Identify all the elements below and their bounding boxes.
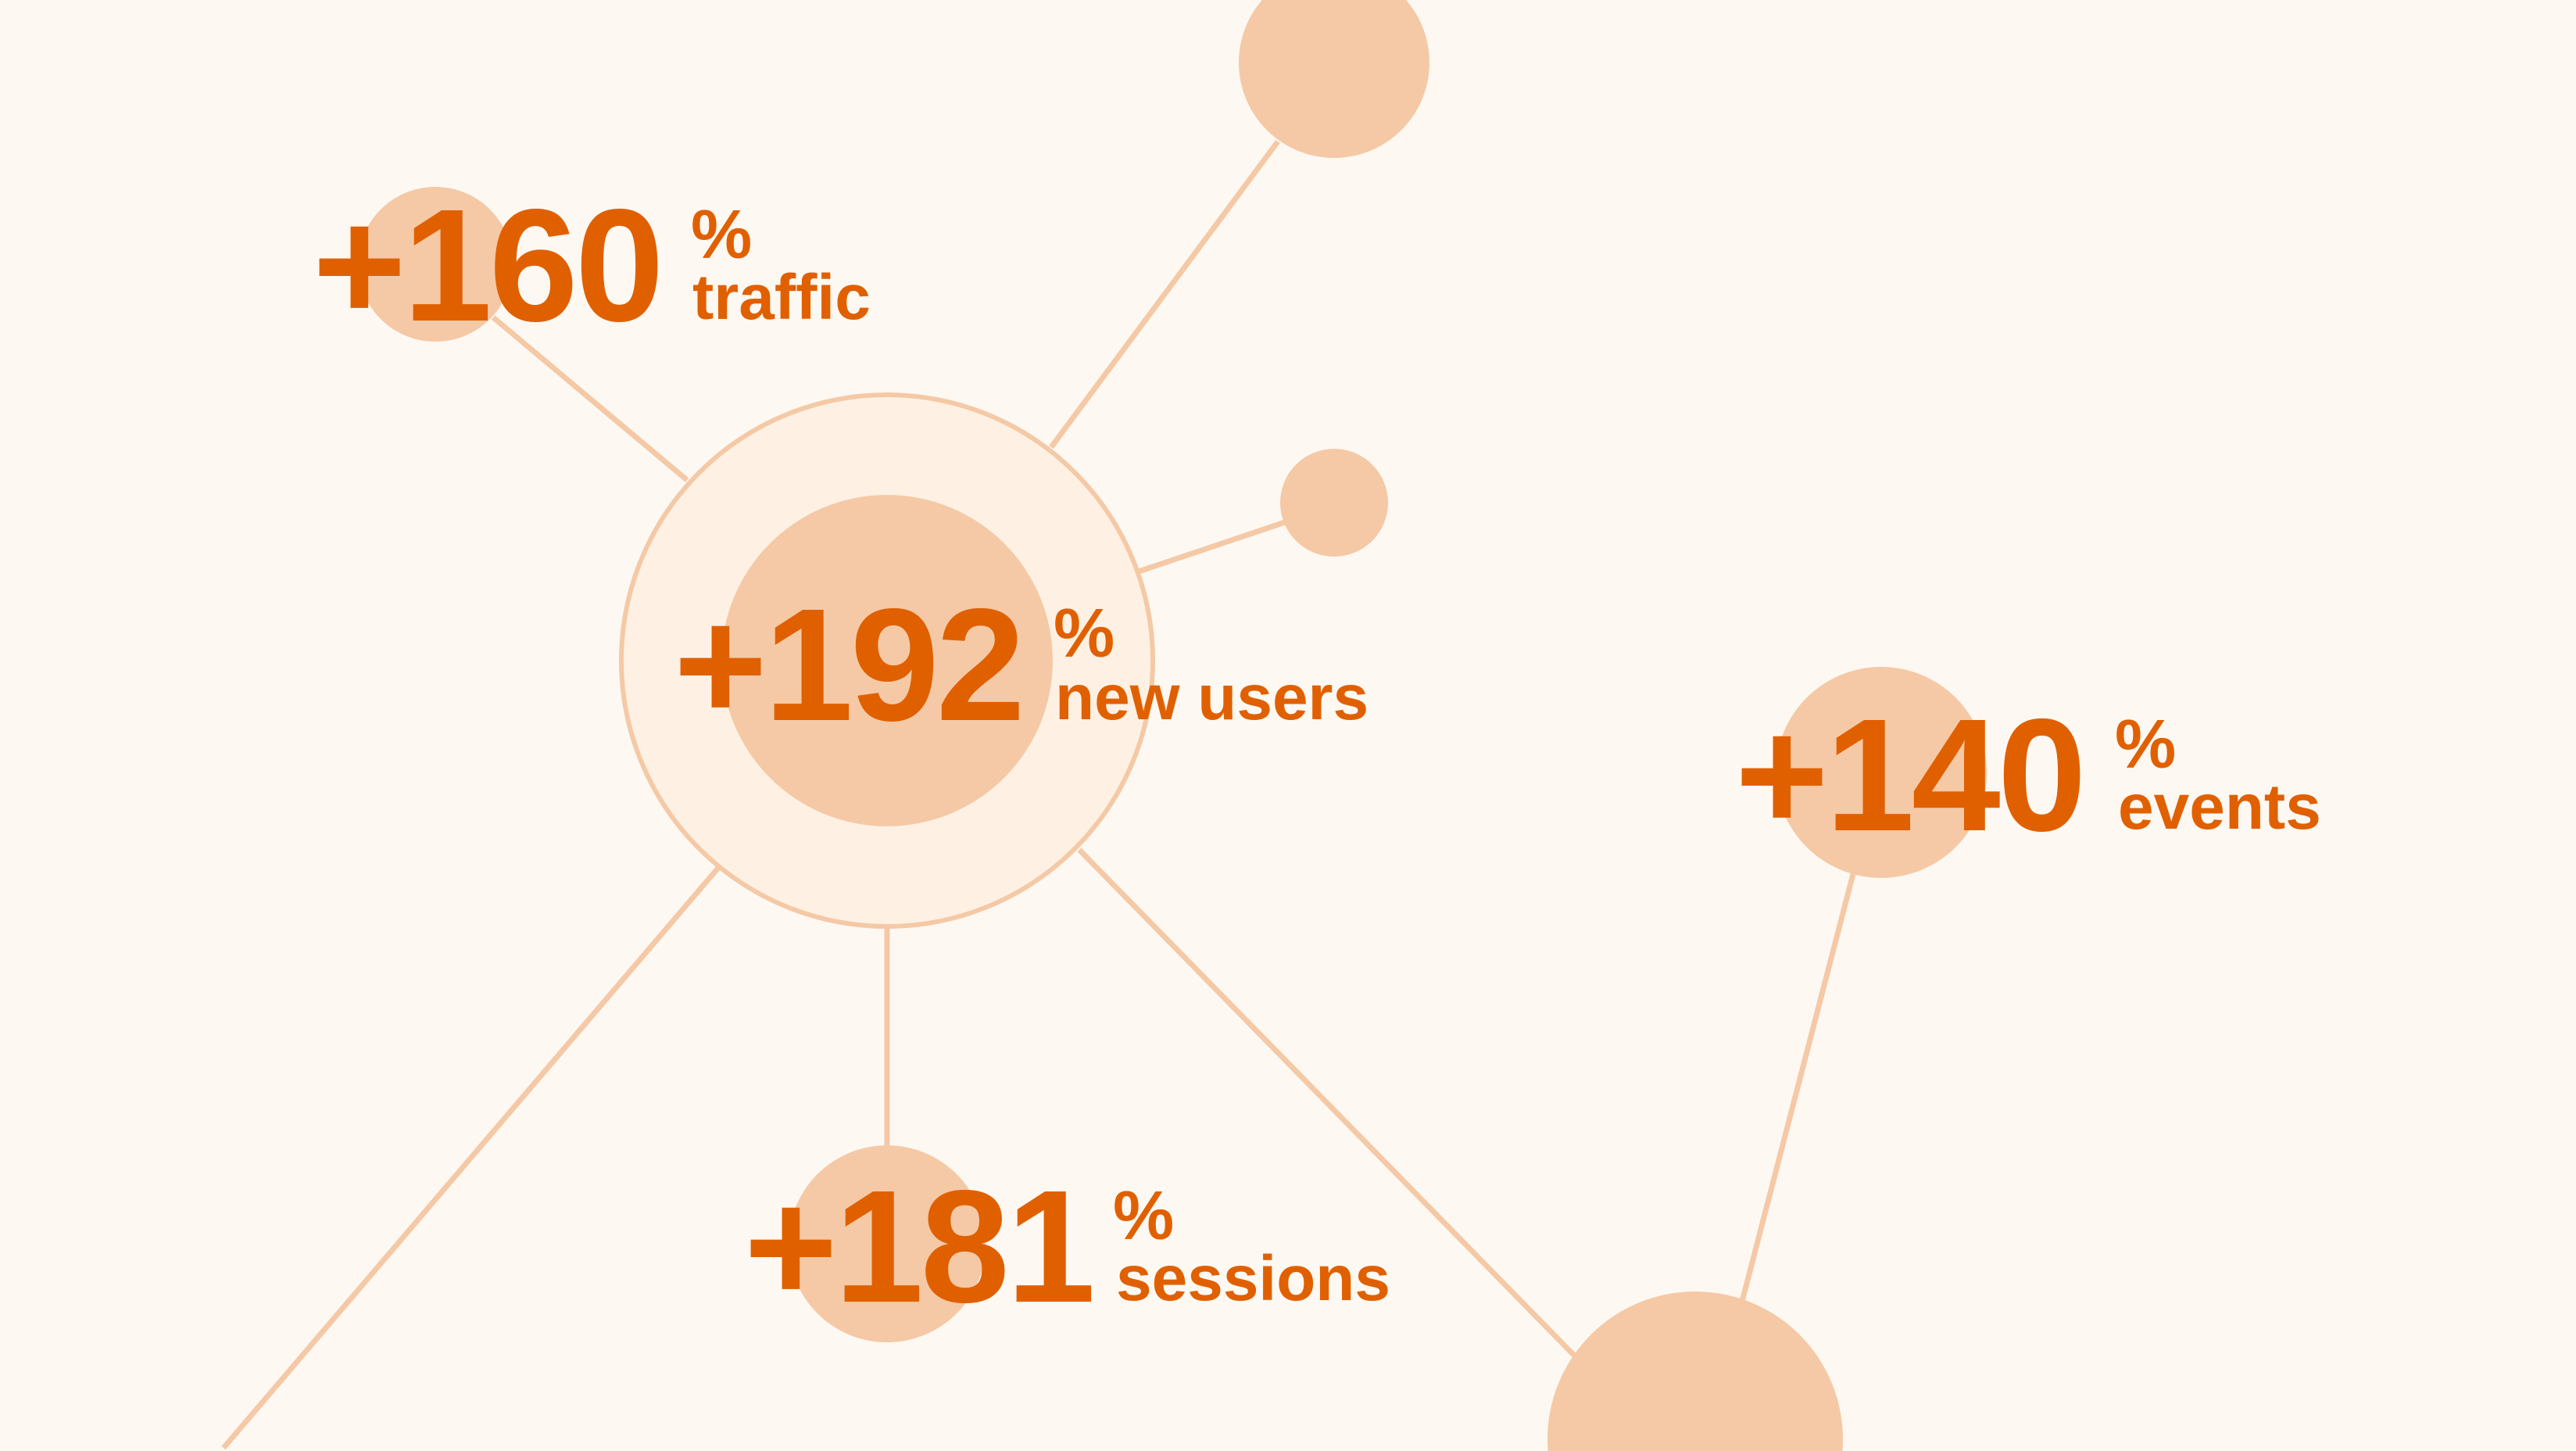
stat-new-users-value: +192 <box>674 575 1022 754</box>
stat-sessions-label: sessions <box>1116 1243 1390 1314</box>
stat-sessions-unit: % <box>1113 1177 1174 1254</box>
edge-top <box>1049 139 1280 450</box>
node-bottom <box>1547 1291 1843 1451</box>
stat-traffic-unit: % <box>691 195 752 273</box>
node-traffic <box>358 187 513 342</box>
edge-events <box>1730 873 1856 1335</box>
stat-events-label: events <box>2118 772 2321 843</box>
stat-traffic-value: +160 <box>313 176 661 355</box>
node-top <box>1239 0 1429 158</box>
node-sessions <box>789 1145 986 1342</box>
edge-traffic <box>491 315 689 482</box>
edge-down-left <box>221 865 721 1450</box>
node-events <box>1776 667 1987 878</box>
stat-events-unit: % <box>2115 705 2176 783</box>
stat-new-users-unit: % <box>1054 594 1114 672</box>
node-center <box>721 495 1053 826</box>
stat-traffic-label: traffic <box>692 262 871 333</box>
stat-sessions-value: +181 <box>744 1157 1093 1336</box>
stat-new-users-label: new users <box>1055 662 1368 733</box>
stat-events-value: +140 <box>1735 686 2084 865</box>
edge-down-right <box>1077 847 1593 1374</box>
edge-small <box>1137 519 1286 575</box>
node-small <box>1280 449 1388 557</box>
